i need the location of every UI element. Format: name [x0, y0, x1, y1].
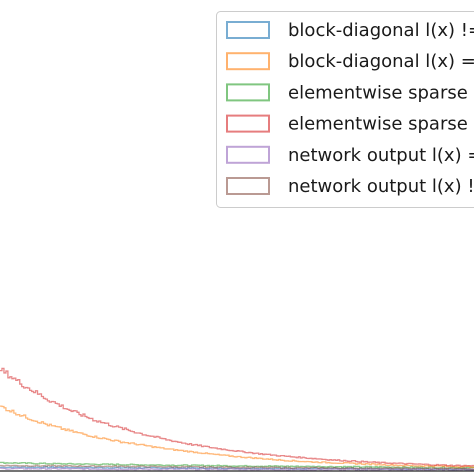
legend-swatch-1	[226, 52, 270, 71]
series-line-5	[0, 464, 474, 470]
series-line-3	[0, 367, 474, 467]
legend-label-4: network output l(x) =	[288, 145, 474, 166]
legend-box	[216, 11, 474, 208]
legend: block-diagonal l(x) != block-diagonal l(x…	[216, 11, 474, 208]
legend-label-0: block-diagonal l(x) !=	[288, 20, 474, 41]
series-line-1	[0, 405, 474, 469]
legend-swatch-2	[226, 83, 270, 102]
legend-swatch-5	[226, 177, 270, 195]
legend-label-5: network output l(x) !=	[288, 176, 474, 197]
legend-swatch-0	[226, 21, 270, 39]
series-layer	[0, 367, 474, 471]
legend-label-3: elementwise sparse	[288, 114, 468, 135]
legend-label-1: block-diagonal l(x) =	[288, 51, 474, 72]
legend-swatch-4	[226, 145, 270, 164]
legend-label-2: elementwise sparse	[288, 82, 468, 103]
legend-swatch-3	[226, 114, 270, 133]
series-line-4	[0, 467, 474, 471]
